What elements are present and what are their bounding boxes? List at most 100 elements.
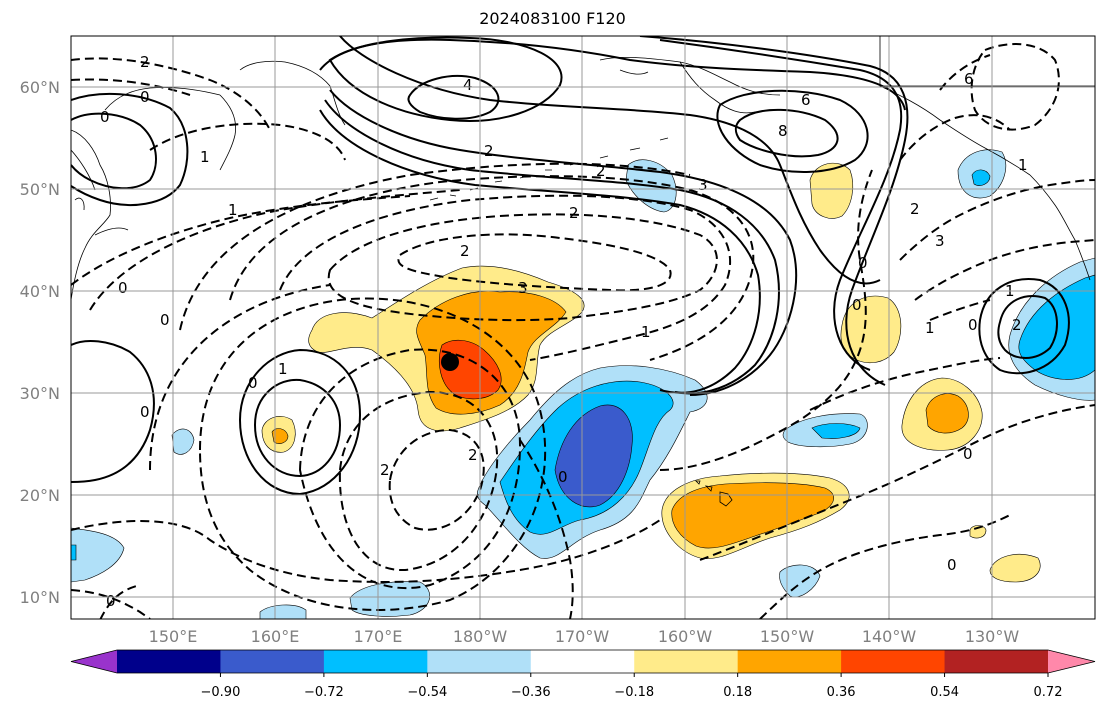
colorbar-swatch [530, 650, 635, 673]
zero-contour-line [699, 404, 1095, 561]
positive-contour-line [71, 92, 189, 206]
contour-label: 0 [160, 311, 170, 329]
negative-contour-line [899, 114, 1011, 161]
lon-label: 170°W [555, 627, 610, 646]
negative-fill-region [71, 527, 125, 583]
positive-contour-line [339, 36, 881, 285]
colorbar-tick-label: 0.36 [827, 685, 856, 700]
positive-contour-line [329, 89, 798, 396]
storm-center-marker [441, 353, 459, 371]
contour-label: 3 [698, 176, 708, 194]
positive-contour-line [71, 112, 157, 190]
positive-contour-line [407, 74, 500, 120]
negative-fill-region [811, 423, 861, 439]
latitude-labels: 60°N 50°N 40°N 30°N 20°N 10°N [20, 78, 60, 607]
contour-label: 2 [1012, 316, 1022, 334]
map-plot-area: 4 6 8 3 2 2 1 1 2 2 0 0 0 1 1 3 2 2 1 2 … [71, 36, 1095, 619]
dashed-contour-lines [71, 43, 1095, 619]
contour-label: 2 [596, 162, 606, 180]
negative-fill-region [171, 428, 195, 455]
contour-label: 1 [641, 323, 651, 341]
lat-label: 30°N [20, 384, 60, 403]
colorbar-tick-label: −0.36 [511, 685, 551, 700]
colorbar-swatch [117, 650, 221, 673]
colorbar-swatch [944, 650, 1049, 673]
colorbar-tick-label: 0.72 [1034, 685, 1063, 700]
negative-contour-line [388, 428, 485, 531]
lat-label: 10°N [20, 588, 60, 607]
colorbar: −0.90 −0.72 −0.54 −0.36 −0.18 0.18 0.36 0.54 0.7… [70, 649, 1096, 700]
zero-contour-line [899, 179, 1095, 261]
negative-contour-line [279, 194, 731, 361]
colorbar-outline [70, 649, 1096, 674]
negative-contour-line [179, 162, 691, 331]
contour-label: 0 [858, 254, 868, 272]
positive-contour-line [319, 109, 761, 394]
positive-contour-line [324, 99, 780, 395]
colorbar-tick-label: 0.18 [723, 685, 752, 700]
zero-contour-line [929, 299, 991, 321]
positive-fill-region [989, 554, 1041, 583]
negative-contour-line [338, 390, 499, 572]
positive-contour-line [716, 89, 869, 173]
negative-contour-line [71, 78, 191, 96]
positive-fill-region [925, 393, 969, 434]
lon-label: 180°W [453, 627, 508, 646]
contour-label: 2 [484, 142, 494, 160]
contour-label: 2 [569, 204, 579, 222]
map-title: 2024083100 F120 [479, 9, 626, 28]
positive-contour-line [639, 36, 909, 386]
negative-fill-region [259, 604, 307, 619]
contour-lines [71, 36, 1070, 496]
lon-label: 170°E [354, 627, 403, 646]
plot-frame [70, 35, 1096, 620]
contour-label: 0 [100, 108, 110, 126]
contour-label: 4 [463, 76, 473, 94]
positive-fill-region [969, 525, 987, 539]
positive-contour-line [978, 278, 1070, 375]
positive-fill-region [809, 162, 854, 219]
contour-label: 1 [200, 148, 210, 166]
colorbar-swatch [841, 650, 946, 673]
lon-label: 160°E [251, 627, 300, 646]
contour-label: 0 [248, 374, 258, 392]
lon-label: 160°W [658, 627, 713, 646]
negative-contour-line [229, 175, 755, 361]
lat-label: 60°N [20, 78, 60, 97]
negative-contour-line [939, 54, 991, 91]
colorbar-tick-label: −0.90 [201, 685, 241, 700]
contour-label: 0 [106, 592, 116, 610]
contour-label: 1 [228, 201, 238, 219]
longitude-labels: 150°E 160°E 170°E 180°W 170°W 160°W 150°… [149, 627, 1020, 646]
contour-label: 1 [278, 360, 288, 378]
positive-contour-line [238, 348, 362, 496]
negative-contour-line [71, 519, 661, 583]
zero-contour-line [659, 169, 873, 471]
positive-fill-region [271, 428, 289, 444]
contour-label: 2 [140, 53, 150, 71]
contour-label: 6 [964, 70, 974, 88]
positive-contour-line [659, 39, 903, 371]
lat-label: 20°N [20, 486, 60, 505]
zero-contour-line [759, 514, 1011, 619]
negative-contour-line [71, 57, 271, 131]
negative-fill-region [971, 169, 991, 186]
positive-contour-line [734, 108, 839, 158]
positive-contour-line [253, 378, 342, 478]
contour-label: 2 [460, 242, 470, 260]
negative-fill-region [554, 404, 633, 508]
negative-contour-line [149, 122, 346, 161]
contour-label: 0 [852, 296, 862, 314]
lat-label: 40°N [20, 282, 60, 301]
positive-contour-line [71, 340, 155, 483]
zero-contour-line [809, 357, 1001, 411]
colorbar-tick-label: −0.54 [407, 685, 447, 700]
colorbar-swatch [323, 650, 428, 673]
contour-label: 3 [935, 232, 945, 250]
negative-contour-line [71, 589, 151, 619]
negative-contour-line [149, 284, 331, 471]
colorbar-extend-max [1048, 650, 1095, 673]
lon-label: 140°W [862, 627, 917, 646]
gridlines [71, 36, 1095, 619]
contour-label: 0 [118, 279, 128, 297]
